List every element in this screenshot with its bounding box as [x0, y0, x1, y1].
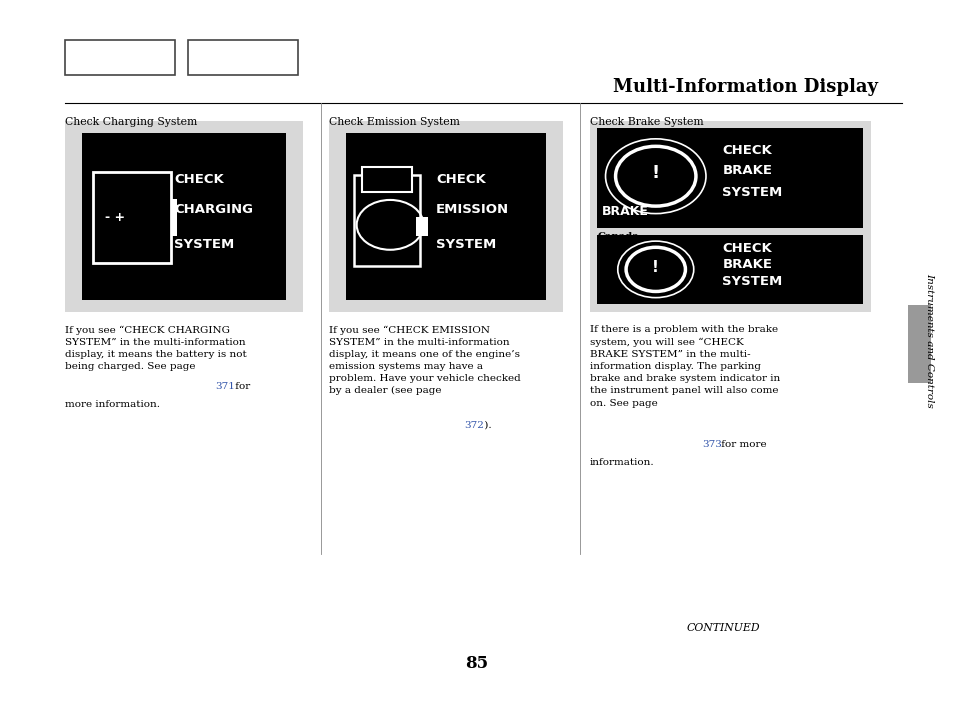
- Text: Multi-Information Display: Multi-Information Display: [612, 78, 877, 97]
- Bar: [597, 235, 862, 304]
- Bar: [188, 40, 297, 75]
- Text: SYSTEM: SYSTEM: [436, 239, 496, 251]
- Text: Check Emission System: Check Emission System: [329, 117, 459, 127]
- Text: CHECK: CHECK: [721, 242, 771, 255]
- Bar: [329, 121, 562, 312]
- Bar: [416, 217, 428, 236]
- Bar: [907, 305, 930, 383]
- Text: information.: information.: [589, 458, 654, 467]
- Text: CONTINUED: CONTINUED: [686, 623, 760, 633]
- Bar: [65, 40, 174, 75]
- Text: ).: ).: [480, 421, 491, 430]
- Bar: [597, 129, 862, 228]
- Bar: [346, 133, 545, 300]
- Text: !: !: [652, 260, 659, 275]
- Text: If you see “CHECK CHARGING
SYSTEM” in the multi-information
display, it means th: If you see “CHECK CHARGING SYSTEM” in th…: [65, 325, 247, 371]
- Text: 373: 373: [701, 440, 721, 449]
- Bar: [589, 121, 870, 312]
- Text: 371: 371: [215, 382, 235, 391]
- Text: for: for: [232, 382, 250, 391]
- Text: 85: 85: [465, 655, 488, 672]
- Text: more information.: more information.: [65, 400, 160, 409]
- Text: EMISSION: EMISSION: [436, 203, 509, 217]
- Text: Check Charging System: Check Charging System: [65, 117, 197, 127]
- Text: Instruments and Controls: Instruments and Controls: [923, 273, 933, 408]
- Text: SYSTEM: SYSTEM: [173, 239, 233, 251]
- Bar: [65, 121, 303, 312]
- Text: BRAKE: BRAKE: [721, 164, 772, 177]
- Text: CHECK: CHECK: [436, 173, 485, 187]
- Text: Check Brake System: Check Brake System: [589, 117, 702, 127]
- Text: SYSTEM: SYSTEM: [721, 186, 781, 199]
- Text: U.S.: U.S.: [597, 132, 618, 141]
- Text: CHECK: CHECK: [173, 173, 223, 187]
- Text: !: !: [651, 164, 659, 182]
- Text: BRAKE: BRAKE: [721, 258, 772, 271]
- Text: If there is a problem with the brake
system, you will see “CHECK
BRAKE SYSTEM” i: If there is a problem with the brake sys…: [589, 325, 779, 408]
- Bar: [93, 172, 171, 263]
- Text: - +: - +: [105, 211, 125, 224]
- Text: BRAKE: BRAKE: [601, 205, 648, 218]
- Text: CHARGING: CHARGING: [173, 203, 253, 217]
- Bar: [82, 133, 286, 300]
- Text: Canada: Canada: [597, 232, 639, 241]
- Bar: [171, 199, 177, 236]
- Text: CHECK: CHECK: [721, 144, 771, 157]
- Bar: [354, 175, 419, 266]
- Text: SYSTEM: SYSTEM: [721, 275, 781, 288]
- Text: for more: for more: [718, 440, 766, 449]
- Text: 372: 372: [464, 421, 484, 430]
- Text: If you see “CHECK EMISSION
SYSTEM” in the multi-information
display, it means on: If you see “CHECK EMISSION SYSTEM” in th…: [329, 325, 520, 395]
- Bar: [362, 167, 412, 192]
